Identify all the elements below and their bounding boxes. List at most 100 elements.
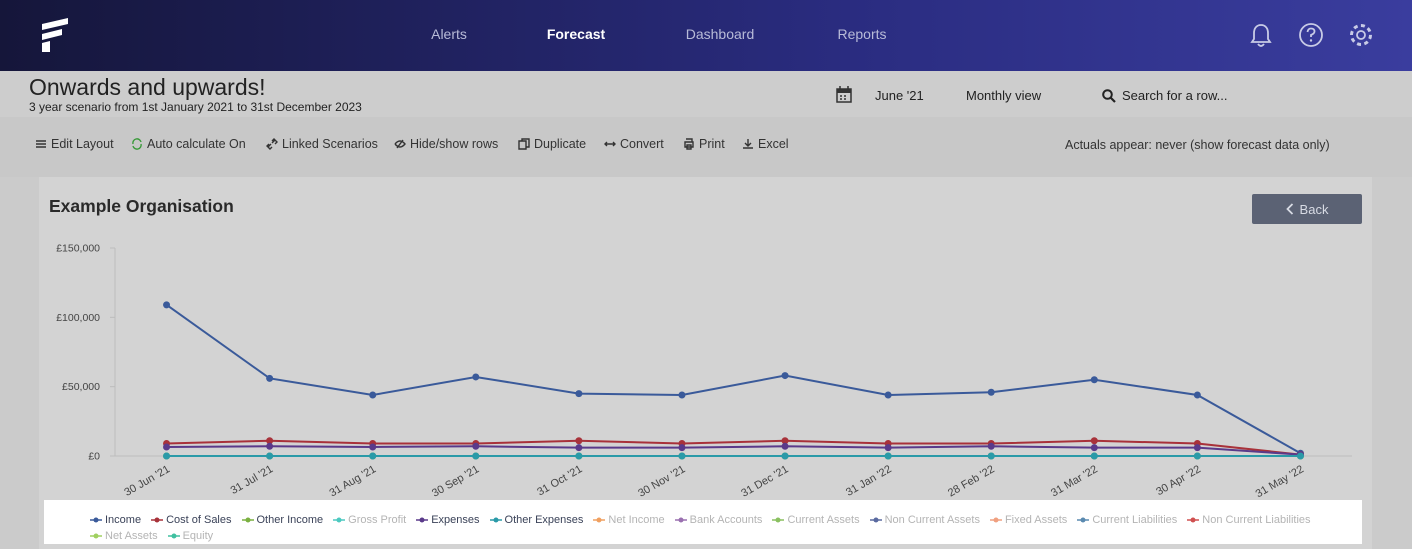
scenario-subtitle: 3 year scenario from 1st January 2021 to…	[29, 100, 362, 114]
legend-item[interactable]: Gross Profit	[333, 512, 406, 528]
legend-label: Non Current Liabilities	[1202, 514, 1311, 526]
legend-dot	[171, 533, 177, 539]
toolbar-button[interactable]: Auto calculate On	[131, 137, 246, 151]
toolbar-button[interactable]: Print	[683, 137, 725, 151]
legend-label: Non Current Assets	[884, 514, 980, 526]
legend-marker	[489, 517, 502, 523]
legend-item[interactable]: Equity	[167, 528, 214, 544]
toolbar-button[interactable]: Linked Scenarios	[266, 137, 378, 151]
legend-item[interactable]: Income	[90, 512, 141, 528]
legend-marker	[151, 517, 164, 523]
search-input[interactable]: Search for a row...	[1122, 88, 1228, 103]
help-icon[interactable]	[1298, 22, 1324, 48]
toolbar-button[interactable]: Convert	[604, 137, 664, 151]
data-point	[781, 437, 789, 445]
toolbar: Actuals appear: never (show forecast dat…	[0, 117, 1412, 177]
data-point	[678, 444, 686, 452]
data-point	[1090, 437, 1098, 445]
legend-marker	[416, 517, 429, 523]
legend-item[interactable]: Non Current Assets	[869, 512, 980, 528]
date-picker[interactable]: June '21	[875, 88, 924, 103]
legend-item[interactable]: Expenses	[416, 512, 480, 528]
icon-shape	[394, 139, 406, 149]
data-point	[163, 301, 171, 309]
data-point	[678, 391, 686, 399]
x-tick-label: 30 Sep '21	[430, 463, 481, 500]
toolbar-button[interactable]: Excel	[742, 137, 789, 151]
settings-icon[interactable]	[1347, 21, 1375, 49]
actuals-note: Actuals appear: never (show forecast dat…	[1065, 138, 1330, 152]
icon-shape	[266, 138, 278, 150]
icon-shape	[684, 138, 694, 150]
legend-item[interactable]: Net Income	[593, 512, 665, 528]
legend-label: Net Income	[608, 514, 665, 526]
legend-marker	[772, 517, 785, 523]
legend-item[interactable]: Non Current Liabilities	[1187, 512, 1311, 528]
data-point	[266, 437, 274, 445]
legend-dot	[1190, 517, 1196, 523]
legend-item[interactable]: Net Assets	[90, 528, 158, 544]
x-tick-label: 31 Jan '22	[844, 463, 894, 499]
toolbar-icon	[394, 139, 406, 149]
x-tick-label: 31 Aug '21	[327, 463, 378, 499]
toolbar-label: Linked Scenarios	[282, 137, 378, 151]
data-point	[1193, 391, 1201, 399]
y-tick-label: £0	[88, 451, 100, 463]
data-point	[472, 442, 480, 450]
legend-marker	[167, 533, 180, 539]
data-point	[1090, 452, 1098, 460]
legend-item[interactable]: Fixed Assets	[989, 512, 1067, 528]
view-select[interactable]: Monthly view	[966, 88, 1042, 103]
legend-item[interactable]: Other Income	[241, 512, 324, 528]
toolbar-label: Edit Layout	[51, 137, 114, 151]
legend-dot	[596, 517, 602, 523]
toolbar-icon	[684, 138, 694, 150]
legend-item[interactable]: Bank Accounts	[674, 512, 762, 528]
data-point	[987, 452, 995, 460]
y-tick-label: £100,000	[56, 312, 100, 324]
data-point	[369, 443, 377, 451]
toolbar-button[interactable]: Edit Layout	[35, 137, 114, 151]
legend-label: Expenses	[431, 514, 480, 526]
back-button[interactable]: Back	[1252, 194, 1362, 224]
toolbar-icon	[604, 141, 616, 147]
toolbar-label: Hide/show rows	[410, 137, 499, 151]
x-tick-label: 30 Jun '21	[122, 463, 172, 499]
data-point	[678, 452, 686, 460]
nav-link[interactable]: Forecast	[546, 26, 606, 42]
toolbar-label: Auto calculate On	[147, 137, 246, 151]
series-line	[166, 439, 1301, 456]
legend-item[interactable]: Cost of Sales	[151, 512, 232, 528]
legend-item[interactable]: Current Assets	[772, 512, 860, 528]
data-point	[781, 442, 789, 450]
data-point	[369, 391, 377, 399]
series-line	[166, 445, 1301, 456]
legend-label: Cost of Sales	[166, 514, 232, 526]
legend-item[interactable]: Other Expenses	[489, 512, 583, 528]
nav-link[interactable]: Alerts	[431, 26, 467, 42]
nav-link[interactable]: Reports	[837, 26, 887, 42]
data-point	[266, 452, 274, 460]
legend-label: Other Income	[256, 514, 324, 526]
icon-shape	[132, 138, 142, 150]
icon-shape	[518, 138, 530, 150]
data-point	[163, 443, 171, 451]
legend-dot	[775, 517, 781, 523]
legend-label: Equity	[182, 530, 214, 542]
legend-label: Net Assets	[105, 530, 158, 542]
legend-marker	[90, 533, 102, 539]
legend-item[interactable]: Current Liabilities	[1077, 512, 1177, 528]
scenario-title: Onwards and upwards!	[29, 74, 266, 100]
toolbar-button[interactable]: Hide/show rows	[394, 137, 498, 151]
bell-icon[interactable]	[1249, 22, 1273, 48]
data-point	[575, 437, 583, 445]
data-point	[884, 452, 892, 460]
chart: £0 £50,000 £100,000 £150,000 30 Jun '21 31 Ju…	[56, 243, 1352, 500]
x-tick-label: 31 Jul '21	[229, 463, 275, 497]
data-point	[987, 442, 995, 450]
logo	[42, 18, 68, 52]
toolbar-button[interactable]: Duplicate	[518, 137, 586, 151]
nav-link[interactable]: Dashboard	[685, 26, 755, 42]
data-point	[781, 452, 789, 460]
